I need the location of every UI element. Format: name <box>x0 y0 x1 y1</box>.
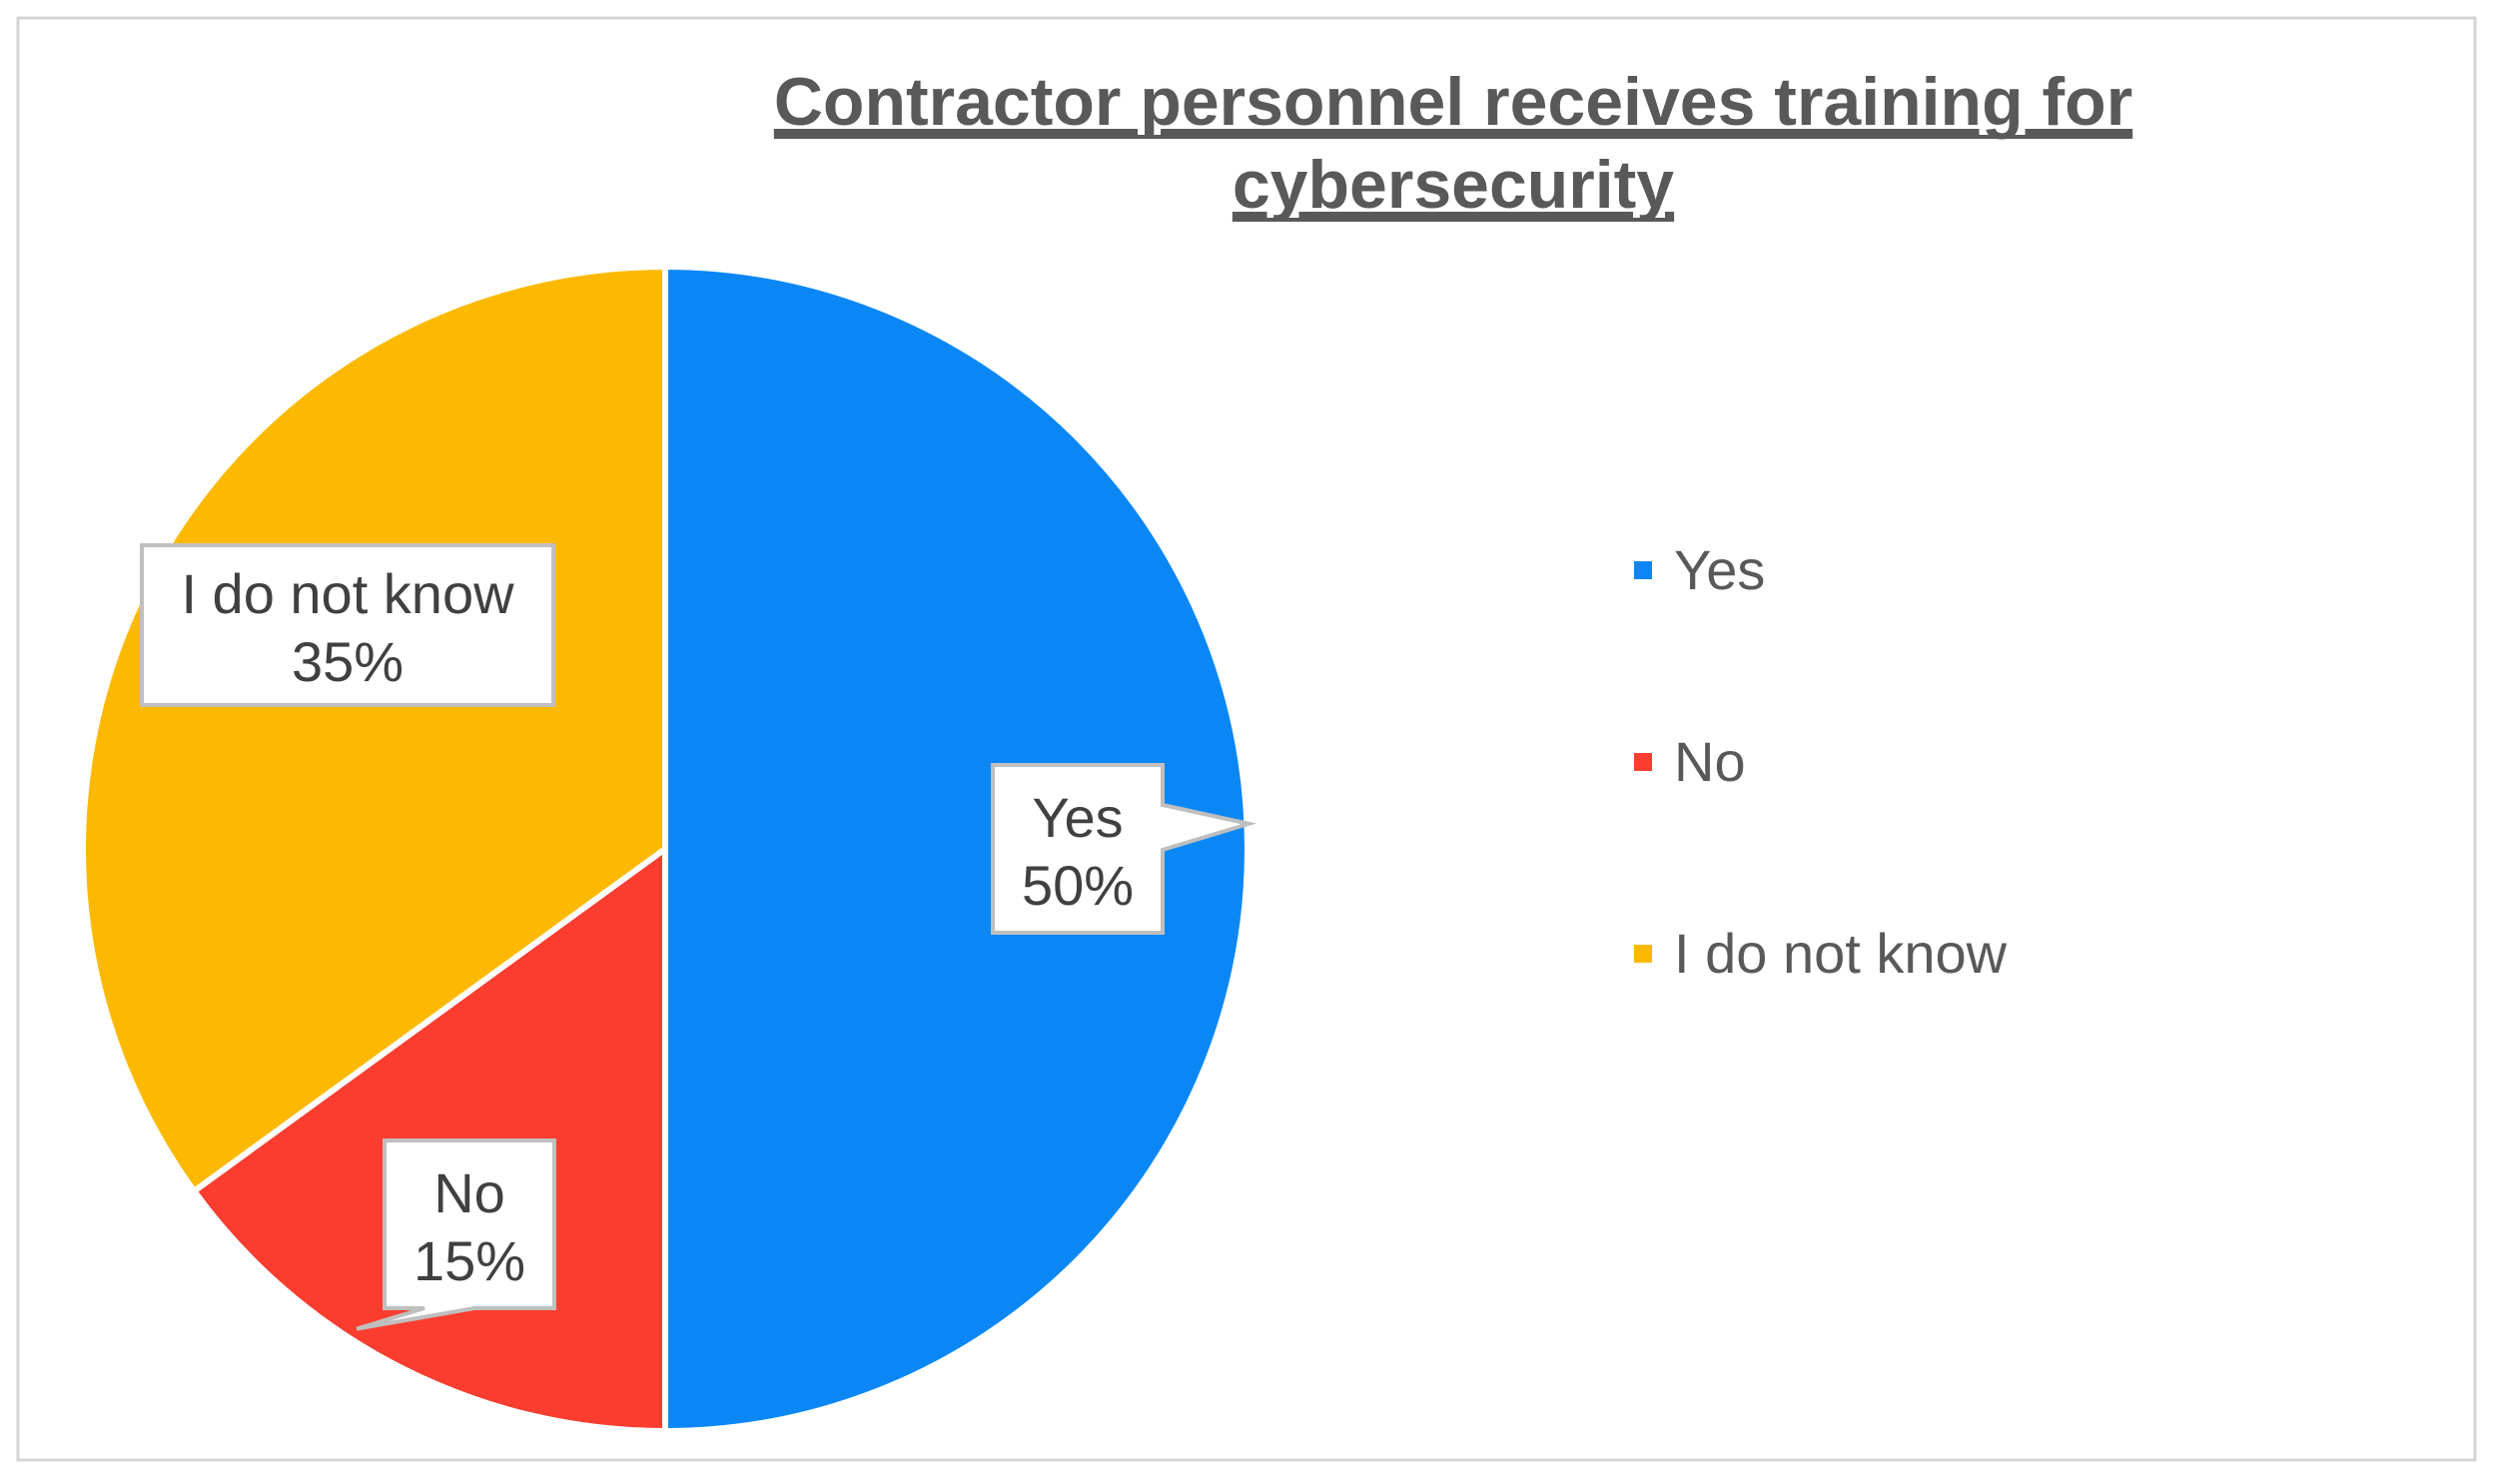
legend-label-yes: Yes <box>1674 538 1765 601</box>
legend-swatch-i-do-not-know <box>1634 945 1652 963</box>
legend-label-no: No <box>1674 730 1746 793</box>
data-label-box-i-do-not-know <box>140 543 555 707</box>
data-label-category-no: No <box>433 1161 505 1224</box>
data-label-category-i-do-not-know: I do not know <box>181 562 514 625</box>
data-label-box-no <box>356 1138 556 1331</box>
pie-slice-yes <box>662 264 1250 1434</box>
chart-title-line-2: cybersecurity <box>1233 147 1674 223</box>
data-label-category-yes: Yes <box>1032 786 1123 849</box>
data-label-value-no: 15% <box>414 1229 525 1292</box>
legend-label-i-do-not-know: I do not know <box>1674 922 2008 985</box>
legend-swatch-yes <box>1634 561 1652 579</box>
chart-title-line-1: Contractor personnel receives training f… <box>774 64 2132 140</box>
legend-item-yes: Yes <box>1634 538 1765 601</box>
chart-title-group: Contractor personnel receives training f… <box>773 64 2133 223</box>
legend-item-no: No <box>1634 730 1746 793</box>
legend-swatch-no <box>1634 753 1652 771</box>
data-label-value-i-do-not-know: 35% <box>292 630 404 693</box>
data-label-box-yes <box>991 763 1257 935</box>
legend-item-i-do-not-know: I do not know <box>1634 922 2008 985</box>
legend: Yes No I do not know <box>1634 538 2008 985</box>
data-label-value-yes: 50% <box>1022 854 1134 917</box>
